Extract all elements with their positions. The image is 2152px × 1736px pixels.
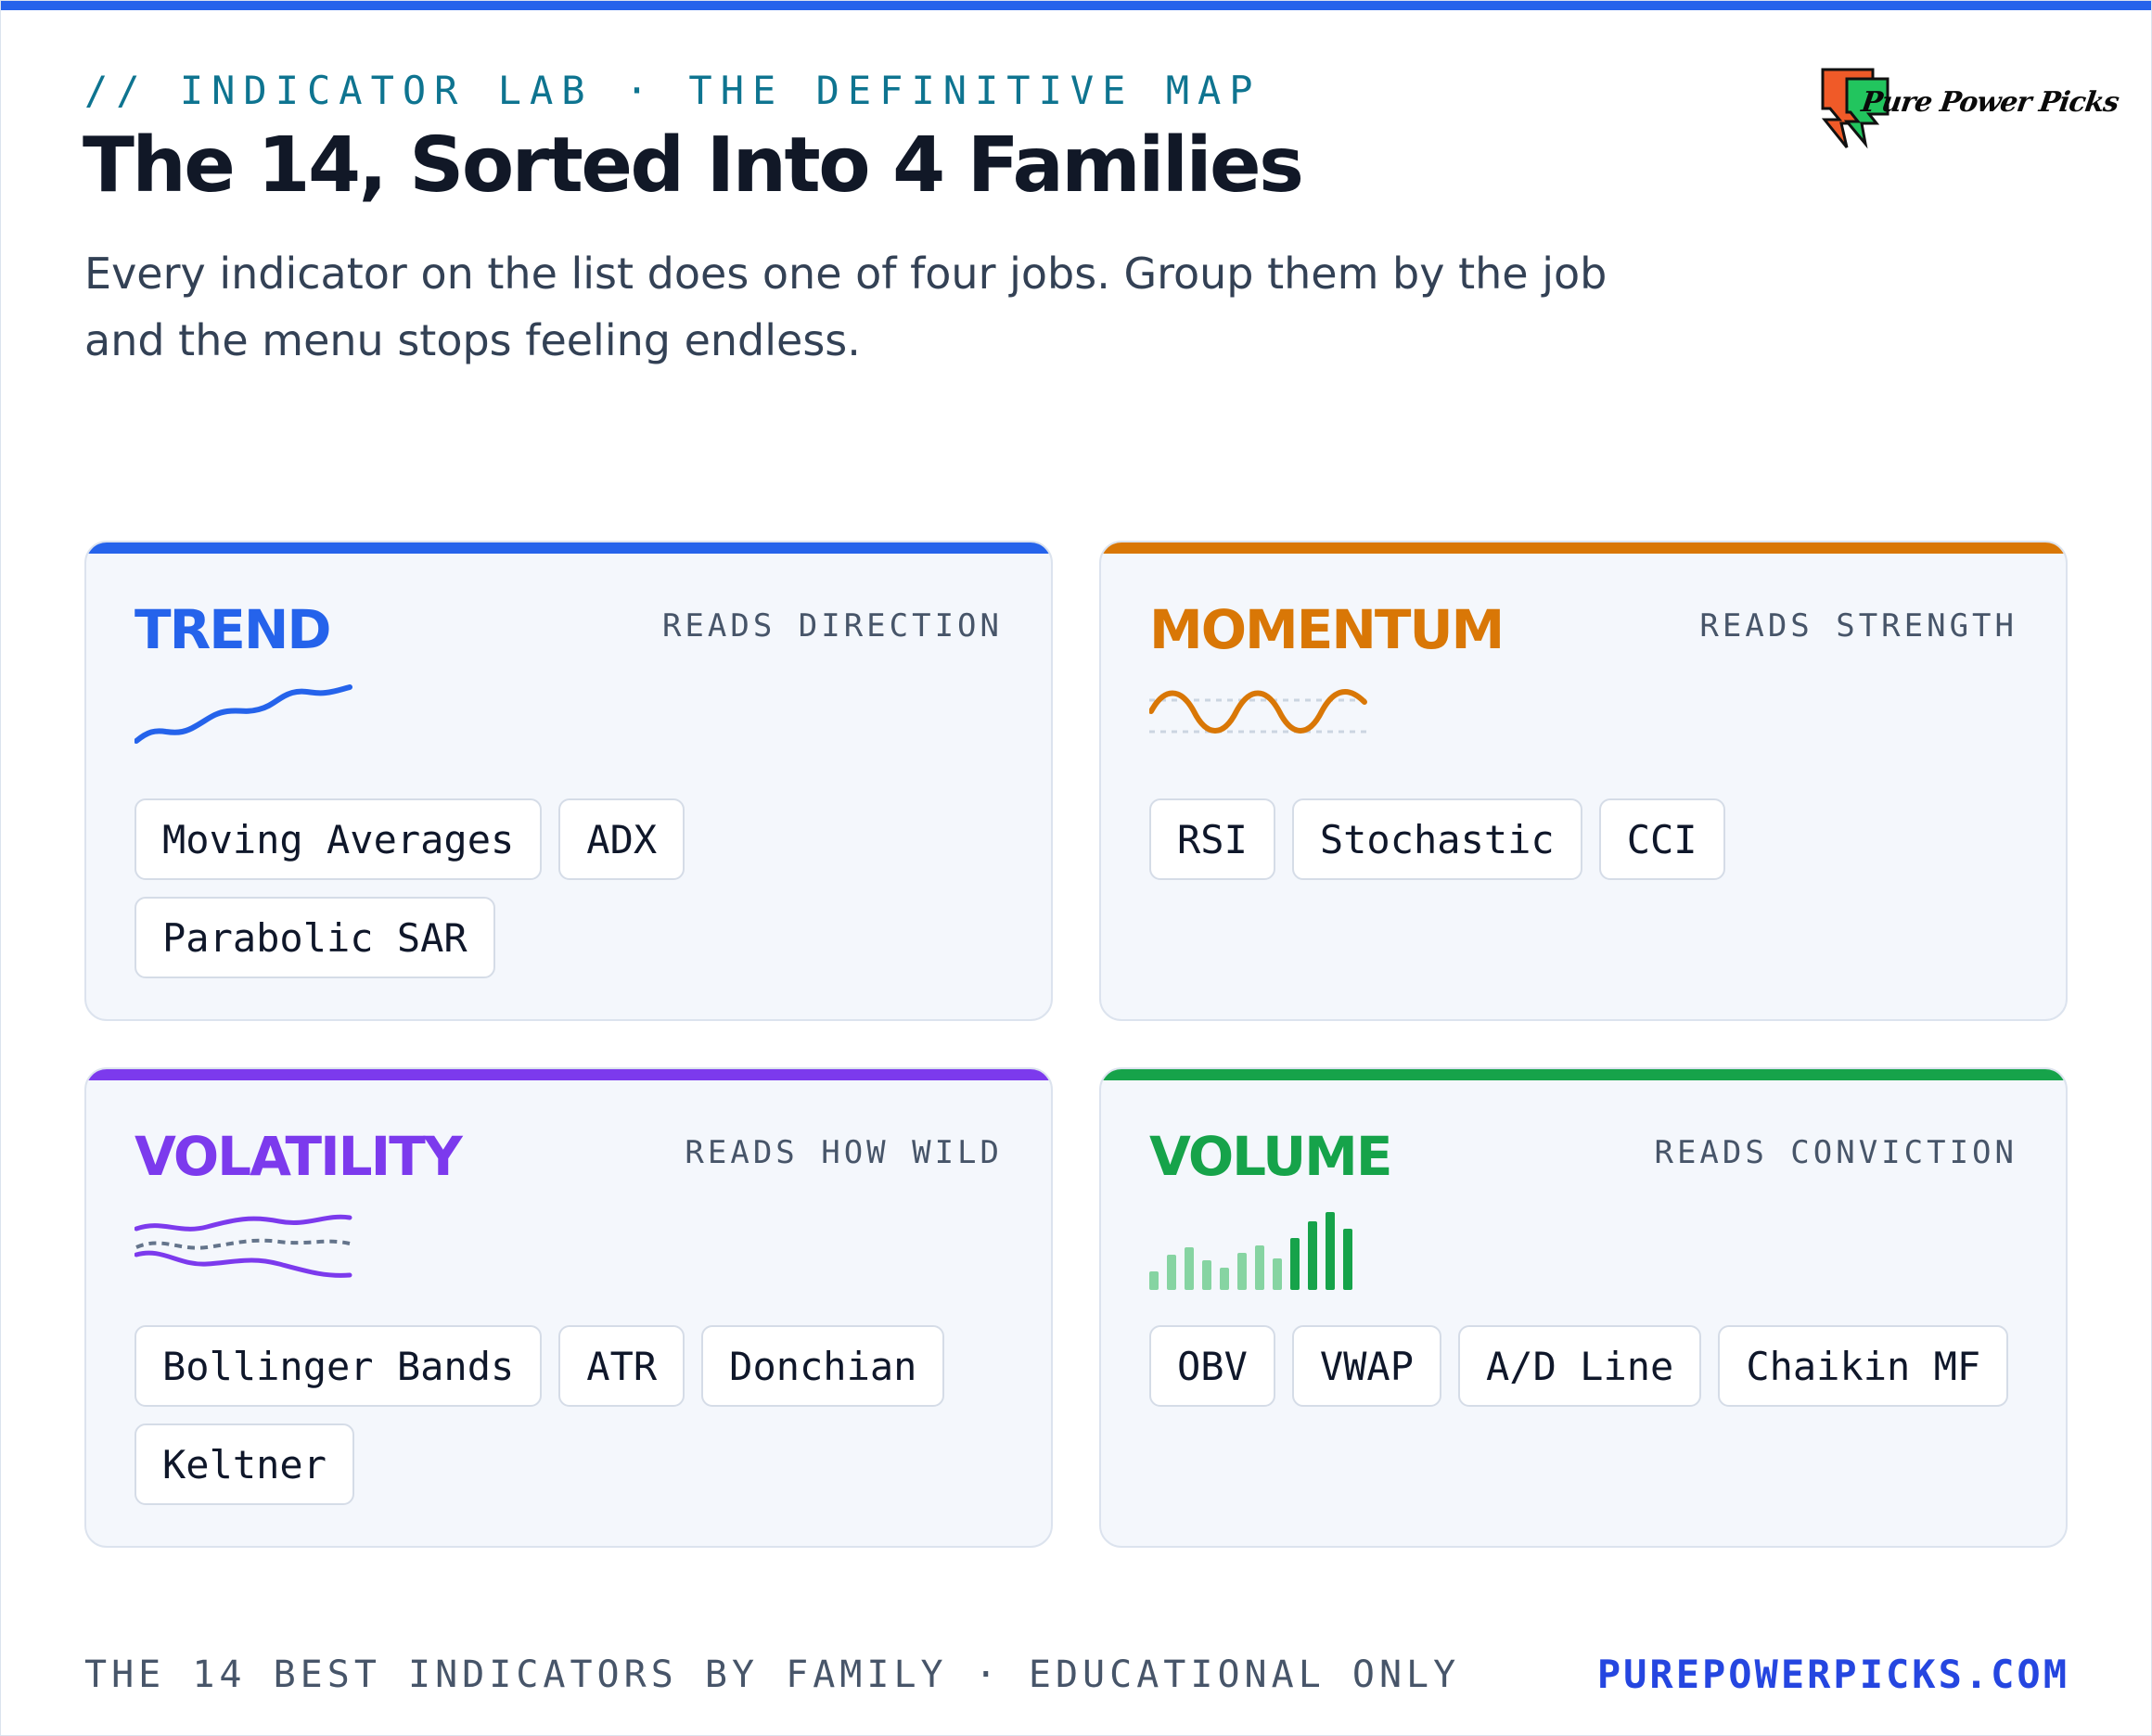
rising-line-icon bbox=[134, 684, 352, 744]
indicator-tag[interactable]: ATR bbox=[558, 1325, 685, 1407]
card-accent-bar bbox=[86, 542, 1051, 554]
volume-bars-icon bbox=[1149, 1212, 1352, 1290]
indicator-tag[interactable]: OBV bbox=[1149, 1325, 1275, 1407]
indicator-tag[interactable]: RSI bbox=[1149, 798, 1275, 880]
card-accent-bar bbox=[1101, 1069, 2066, 1080]
page-title: The 14, Sorted Into 4 Families bbox=[83, 121, 1304, 210]
family-card-volatility: VOLATILITY READS HOW WILD Bollinger Band… bbox=[84, 1067, 1053, 1548]
lightning-bolt-icon bbox=[1821, 68, 1889, 149]
indicator-tag[interactable]: Donchian bbox=[701, 1325, 945, 1407]
logo-wordmark: Pure Power Picks bbox=[1859, 86, 2120, 119]
indicator-tag[interactable]: ADX bbox=[558, 798, 685, 880]
page-subtitle: Every indicator on the list does one of … bbox=[84, 249, 1608, 365]
indicator-tag[interactable]: A/D Line bbox=[1458, 1325, 1702, 1407]
indicator-tag[interactable]: Keltner bbox=[134, 1423, 355, 1505]
website-link[interactable]: PUREPOWERPICKS.COM bbox=[1596, 1652, 2069, 1697]
family-card-momentum: MOMENTUM READS STRENGTH RSI Stochastic C… bbox=[1099, 541, 2068, 1021]
family-name: MOMENTUM bbox=[1149, 598, 1505, 661]
indicator-tag[interactable]: Moving Averages bbox=[134, 798, 543, 880]
indicator-tag[interactable]: Chaikin MF bbox=[1718, 1325, 2009, 1407]
family-card-volume: VOLUME READS CONVICTION OBV VWAP A/D Lin… bbox=[1099, 1067, 2068, 1548]
family-job: READS CONVICTION bbox=[1654, 1134, 2018, 1171]
family-job: READS DIRECTION bbox=[661, 607, 1003, 645]
indicator-tag-list: Moving Averages ADX Parabolic SAR bbox=[134, 798, 1025, 978]
brand-logo[interactable]: Pure Power Picks bbox=[1819, 66, 2120, 168]
indicator-tag[interactable]: VWAP bbox=[1291, 1325, 1442, 1407]
indicator-tag[interactable]: Parabolic SAR bbox=[134, 897, 495, 978]
card-accent-bar bbox=[86, 1069, 1051, 1080]
family-name: VOLATILITY bbox=[134, 1125, 463, 1188]
indicator-tag[interactable]: Bollinger Bands bbox=[134, 1325, 543, 1407]
family-job: READS STRENGTH bbox=[1699, 607, 2018, 645]
family-name: VOLUME bbox=[1149, 1125, 1392, 1188]
footer-caption: THE 14 BEST INDICATORS BY FAMILY · EDUCA… bbox=[84, 1653, 1461, 1696]
family-card-trend: TREND READS DIRECTION Moving Averages AD… bbox=[84, 541, 1053, 1021]
card-accent-bar bbox=[1101, 542, 2066, 554]
oscillator-wave-icon bbox=[1149, 689, 1368, 734]
indicator-tag[interactable]: CCI bbox=[1598, 798, 1725, 880]
top-accent-bar bbox=[1, 1, 2151, 10]
family-name: TREND bbox=[134, 598, 332, 661]
indicator-tag-list: OBV VWAP A/D Line Chaikin MF bbox=[1149, 1325, 2040, 1407]
indicator-tag[interactable]: Stochastic bbox=[1291, 798, 1582, 880]
indicator-tag-list: RSI Stochastic CCI bbox=[1149, 798, 2040, 880]
kicker-label: // INDICATOR LAB · THE DEFINITIVE MAP bbox=[84, 68, 1262, 113]
family-job: READS HOW WILD bbox=[685, 1134, 1003, 1171]
bands-icon bbox=[134, 1214, 352, 1278]
indicator-tag-list: Bollinger Bands ATR Donchian Keltner bbox=[134, 1325, 1025, 1505]
